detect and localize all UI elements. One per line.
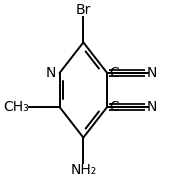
Text: N: N (146, 66, 157, 80)
Text: N: N (146, 100, 157, 114)
Text: N: N (46, 66, 56, 80)
Text: NH₂: NH₂ (70, 163, 96, 177)
Text: C: C (109, 66, 119, 80)
Text: CH₃: CH₃ (3, 100, 29, 114)
Text: Br: Br (76, 3, 91, 17)
Text: C: C (109, 100, 119, 114)
